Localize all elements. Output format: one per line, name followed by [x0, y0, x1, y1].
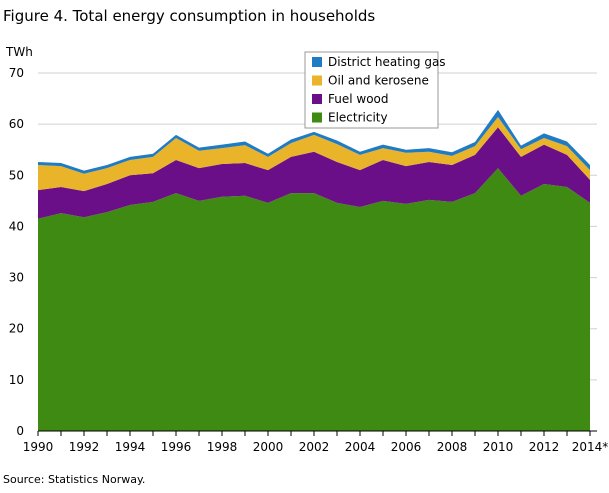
- y-tick-label: 50: [9, 168, 24, 182]
- x-tick-label: 2010: [483, 440, 514, 454]
- plot-area: [37, 72, 597, 436]
- x-tick-label: 1990: [23, 440, 54, 454]
- y-tick-label: 20: [9, 322, 24, 336]
- legend-label: Fuel wood: [328, 92, 389, 106]
- x-tick-label: 1994: [115, 440, 146, 454]
- y-tick-label: 0: [16, 424, 24, 438]
- x-tick-label: 1996: [161, 440, 192, 454]
- legend-swatch: [312, 112, 322, 123]
- y-tick-label: 30: [9, 271, 24, 285]
- legend-label: District heating gas: [328, 55, 446, 69]
- x-tick-label: 2000: [253, 440, 284, 454]
- x-tick-label: 1998: [207, 440, 238, 454]
- area: [38, 127, 590, 219]
- x-tick-label: 2006: [391, 440, 422, 454]
- y-tick-label: 10: [9, 373, 24, 387]
- legend-swatch: [312, 75, 322, 86]
- x-tick-label: 2008: [437, 440, 468, 454]
- x-tick-label: 2004: [345, 440, 376, 454]
- x-tick-label: 1992: [69, 440, 100, 454]
- x-tick-label: 2014*: [572, 440, 609, 454]
- legend-label: Oil and kerosene: [328, 74, 429, 88]
- legend-swatch: [312, 94, 322, 104]
- y-tick-label: 40: [9, 219, 24, 233]
- area: [38, 168, 590, 431]
- x-tick-label: 2012: [529, 440, 560, 454]
- legend: District heating gas Oil and kerosene Fuel…: [304, 51, 446, 129]
- x-tick-label: 2002: [299, 440, 330, 454]
- chart-title: Figure 4. Total energy consumption in ho…: [3, 7, 375, 25]
- legend-label: Electricity: [328, 111, 388, 125]
- legend-swatch: [312, 57, 322, 67]
- y-tick-label: 60: [9, 117, 24, 131]
- area: [38, 116, 590, 192]
- source: Source: Statistics Norway.: [3, 473, 145, 486]
- y-axis-label: TWh: [5, 45, 33, 59]
- y-tick-label: 70: [9, 66, 24, 80]
- legend-box: [304, 51, 439, 129]
